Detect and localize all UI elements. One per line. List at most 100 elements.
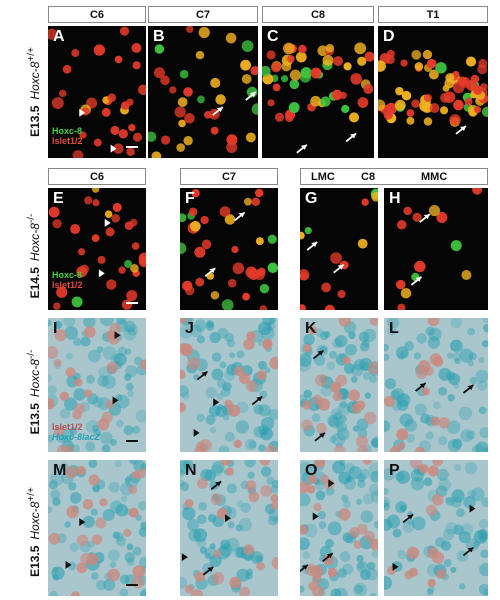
scale-bar: [126, 302, 138, 304]
legend-hoxc8: Hoxc-8: [52, 126, 83, 136]
scale-bar: [126, 584, 138, 586]
panel-p: P: [384, 460, 488, 596]
arrow-icon: [467, 547, 474, 553]
arrow-icon: [460, 125, 466, 131]
panel-label: O: [305, 462, 318, 479]
legend: Hoxc-8 Islet1/2: [52, 270, 83, 290]
panel-label: D: [383, 28, 395, 45]
panel-c: C: [262, 26, 374, 158]
legend: Islet1/2 Hoxc-8lacZ: [52, 422, 100, 442]
arrow-icon: [215, 481, 222, 487]
legend: Hoxc-8 Islet1/2: [52, 126, 83, 146]
legend-islet: Islet1/2: [52, 136, 83, 146]
panel-a: A Hoxc-8 Islet1/2: [48, 26, 146, 158]
micrograph-image: [300, 318, 378, 452]
header-c6-row2: C6: [48, 168, 146, 185]
micrograph-image: [384, 318, 488, 452]
arrowhead-icon: [79, 108, 86, 117]
header-t1-row1: T1: [378, 6, 488, 23]
header-c8-row2: LMC C8 MMC: [300, 168, 488, 185]
arrowhead-icon: [193, 428, 200, 437]
micrograph-image: [395, 188, 483, 310]
panel-label: P: [389, 462, 400, 479]
micrograph-image: [378, 49, 488, 135]
legend-hoxc8: Hoxc-8: [52, 270, 83, 280]
header-mmc: MMC: [421, 171, 448, 183]
arrowhead-icon: [114, 331, 121, 340]
header-c7-row2: C7: [180, 168, 278, 185]
panel-label: J: [185, 320, 194, 337]
arrowhead-icon: [112, 396, 119, 405]
arrow-icon: [249, 92, 256, 97]
arrow-icon: [419, 383, 426, 389]
micrograph-image: [300, 460, 378, 596]
header-c8-row2-label: C8: [361, 171, 376, 183]
panel-l: L: [384, 318, 488, 452]
micrograph-image: [48, 460, 146, 596]
panel-b: B: [148, 26, 258, 158]
micrograph-image: [48, 318, 146, 452]
arrowhead-icon: [224, 514, 231, 523]
arrow-icon: [209, 268, 216, 274]
row-label-1: E13.5 Hoxc-8+/+: [26, 42, 42, 142]
panel-h: H: [384, 188, 488, 310]
row-label-genotype: +/+: [26, 47, 37, 62]
arrow-icon: [318, 432, 325, 438]
micrograph-image: [300, 188, 378, 310]
arrowhead-icon: [79, 518, 86, 527]
arrow-icon: [216, 107, 223, 113]
panel-label: H: [389, 190, 401, 207]
arrow-icon: [301, 564, 308, 570]
header-lmc: LMC: [311, 171, 335, 183]
arrow-icon: [467, 385, 474, 390]
scale-bar: [126, 146, 138, 148]
panel-label: E: [53, 190, 64, 207]
arrowhead-icon: [110, 144, 117, 153]
panel-label: F: [185, 190, 195, 207]
row-label-gene: Hoxc-8: [28, 501, 42, 540]
header-c7-row1: C7: [148, 6, 258, 23]
panel-label: K: [305, 320, 317, 337]
panel-i: I Islet1/2 Hoxc-8lacZ: [48, 318, 146, 452]
legend-islet: Islet1/2: [52, 280, 83, 290]
micrograph-image: [148, 26, 258, 158]
panel-e: E Hoxc-8 Islet1/2: [48, 188, 146, 310]
row-label-gene: Hoxc-8: [28, 359, 42, 398]
legend-islet: Islet1/2: [52, 422, 83, 432]
row-label-gene: Hoxc-8: [28, 61, 42, 100]
micrograph-image: [262, 42, 374, 154]
arrow-icon: [311, 242, 318, 248]
panel-label: N: [185, 462, 197, 479]
row-label-genotype: -/-: [26, 213, 37, 224]
arrow-icon: [350, 133, 357, 139]
row-label-age: E13.5: [28, 545, 42, 577]
arrow-icon: [201, 371, 208, 377]
micrograph-image: [48, 188, 146, 310]
arrow-icon: [407, 514, 414, 520]
arrow-icon: [317, 350, 324, 356]
row-label-age: E13.5: [28, 403, 42, 435]
panel-label: M: [53, 462, 67, 479]
row-label-genotype: -/-: [26, 349, 37, 360]
panel-d: D: [378, 26, 488, 158]
panel-label: B: [153, 28, 165, 45]
arrowhead-icon: [104, 218, 111, 227]
panel-n: N: [180, 460, 278, 596]
header-c8-row1: C8: [262, 6, 374, 23]
row-label-3: E13.5 Hoxc-8-/-: [26, 342, 42, 442]
arrowhead-icon: [181, 553, 188, 562]
micrograph-image: [180, 188, 278, 310]
panel-label: L: [389, 320, 399, 337]
arrow-icon: [326, 553, 333, 559]
arrow-icon: [423, 214, 430, 220]
scale-bar: [126, 440, 138, 442]
arrowhead-icon: [65, 560, 72, 569]
row-label-age: E14.5: [28, 267, 42, 299]
micrograph-image: [180, 318, 278, 452]
panel-label: A: [53, 28, 65, 45]
micrograph-image: [384, 460, 488, 596]
arrow-icon: [300, 144, 307, 150]
row-label-2: E14.5 Hoxc-8-/-: [26, 206, 42, 306]
panel-g: G: [300, 188, 378, 310]
panel-label: I: [53, 320, 58, 337]
